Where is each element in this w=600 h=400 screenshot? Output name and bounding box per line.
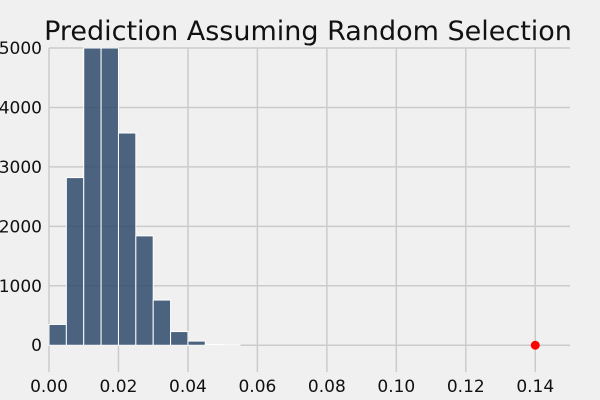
y-tick-label: 4000	[0, 98, 42, 118]
x-tick-label: 0.14	[516, 377, 554, 397]
x-tick-label: 0.06	[238, 377, 276, 397]
y-tick-label: 2000	[0, 217, 42, 237]
y-tick-labels: 0 1000 2000 3000 4000 5000	[0, 39, 42, 356]
x-tick-label: 0.12	[447, 377, 485, 397]
histogram-bar	[187, 340, 206, 346]
histogram-bar	[83, 47, 102, 346]
y-tick-label: 3000	[0, 158, 42, 178]
histogram-bar	[65, 177, 85, 346]
histogram-bar	[100, 47, 119, 346]
histogram-bar	[135, 235, 154, 346]
histogram-bar	[48, 323, 67, 346]
y-tick-label: 5000	[0, 39, 42, 59]
x-tick-label: 0.08	[308, 377, 346, 397]
x-tick-label: 0.10	[377, 377, 415, 397]
y-tick-label: 1000	[0, 277, 42, 297]
observed-value-marker	[530, 340, 540, 350]
histogram-bar	[170, 331, 189, 346]
x-tick-label: 0.04	[169, 377, 207, 397]
histogram-bar	[204, 343, 224, 346]
histogram-bar	[117, 132, 137, 346]
x-tick-label: 0.02	[100, 377, 138, 397]
chart-title: Prediction Assuming Random Selection	[44, 16, 572, 47]
x-tick-label: 0.00	[30, 377, 68, 397]
histogram-bar	[152, 299, 172, 346]
observed-value-layer	[530, 340, 540, 350]
x-tick-labels: 0.00 0.02 0.04 0.06 0.08 0.10 0.12 0.14	[30, 377, 554, 397]
y-tick-label: 0	[31, 336, 42, 356]
histogram-bars	[48, 47, 241, 346]
